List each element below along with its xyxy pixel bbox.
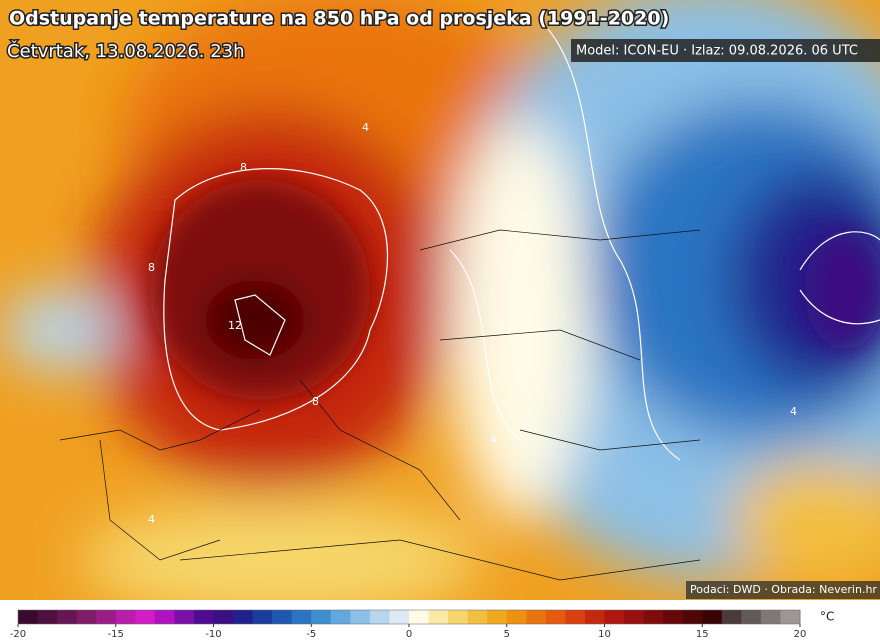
colorbar-segment xyxy=(604,610,625,624)
colorbar-tick-label: -20 xyxy=(10,629,26,640)
colorbar-segment xyxy=(76,610,97,624)
colorbar-segment xyxy=(428,610,449,624)
colorbar-segment xyxy=(291,610,312,624)
contour-label: 8 xyxy=(148,261,155,274)
colorbar-segment xyxy=(389,610,410,624)
colorbar-segment xyxy=(780,610,801,624)
title: Odstupanje temperature na 850 hPa od pro… xyxy=(9,8,669,30)
colorbar-segment xyxy=(467,610,488,624)
colorbar-segment xyxy=(115,610,136,624)
colorbar-unit: °C xyxy=(820,610,834,624)
contours xyxy=(163,19,880,461)
colorbar-segment xyxy=(682,610,703,624)
colorbar-segment xyxy=(174,610,195,624)
colorbar-segment xyxy=(643,610,664,624)
contour-label: 12 xyxy=(228,319,242,332)
colorbar-segment xyxy=(741,610,762,624)
colorbar-tick-label: -5 xyxy=(306,629,316,640)
colorbar-segment xyxy=(448,610,469,624)
colorbar-segment xyxy=(369,610,390,624)
colorbar-tick-label: 20 xyxy=(794,629,807,640)
colorbar-tick-label: 15 xyxy=(696,629,709,640)
model-box xyxy=(571,39,880,62)
contour-label: 4 xyxy=(490,433,497,446)
colorbar-segment xyxy=(624,610,645,624)
colorbar-segment xyxy=(526,610,547,624)
colorbar-segment xyxy=(37,610,58,624)
colorbar-segment xyxy=(233,610,254,624)
colorbar-segment xyxy=(272,610,293,624)
credits-box xyxy=(686,581,880,599)
borders xyxy=(59,229,701,581)
model-info: Model: ICON-EU · Izlaz: 09.08.2026. 06 U… xyxy=(576,44,858,59)
colorbar-segment xyxy=(350,610,371,624)
colorbar-tick-label: 5 xyxy=(504,629,510,640)
map-field xyxy=(0,0,880,600)
colorbar-segment xyxy=(487,610,508,624)
colorbar-segment xyxy=(721,610,742,624)
contour-label: 4 xyxy=(790,405,797,418)
contour-label: 4 xyxy=(362,121,369,134)
colorbar-segment xyxy=(154,610,175,624)
colorbar-segment xyxy=(663,610,684,624)
colorbar-segment xyxy=(506,610,527,624)
credits: Podaci: DWD · Obrada: Neverin.hr xyxy=(690,583,877,596)
colorbar-segment xyxy=(193,610,214,624)
colorbar-segment xyxy=(18,610,39,624)
contour-label: 8 xyxy=(240,161,247,174)
colorbar: -20 -15 -10 -5 0 5 10 15 20 xyxy=(10,609,807,640)
colorbar-segment xyxy=(213,610,234,624)
colorbar-tick-label: 0 xyxy=(406,629,412,640)
colorbar-segment xyxy=(57,610,78,624)
colorbar-segment xyxy=(311,610,332,624)
colorbar-segment xyxy=(702,610,723,624)
contour-label: 4 xyxy=(148,513,155,526)
colorbar-segment xyxy=(565,610,586,624)
colorbar-segment xyxy=(330,610,351,624)
colorbar-segment xyxy=(252,610,273,624)
colorbar-tick-label: 10 xyxy=(598,629,611,640)
colorbar-segment xyxy=(545,610,566,624)
colorbar-segment xyxy=(760,610,781,624)
colorbar-segment xyxy=(135,610,156,624)
colorbar-tick-label: -10 xyxy=(205,629,221,640)
colorbar-tick-label: -15 xyxy=(108,629,124,640)
contour-label: 8 xyxy=(312,395,319,408)
subtitle: Četvrtak, 13.08.2026. 23h xyxy=(7,40,245,62)
colorbar-segment xyxy=(584,610,605,624)
colorbar-segment xyxy=(409,610,430,624)
colorbar-segment xyxy=(96,610,117,624)
